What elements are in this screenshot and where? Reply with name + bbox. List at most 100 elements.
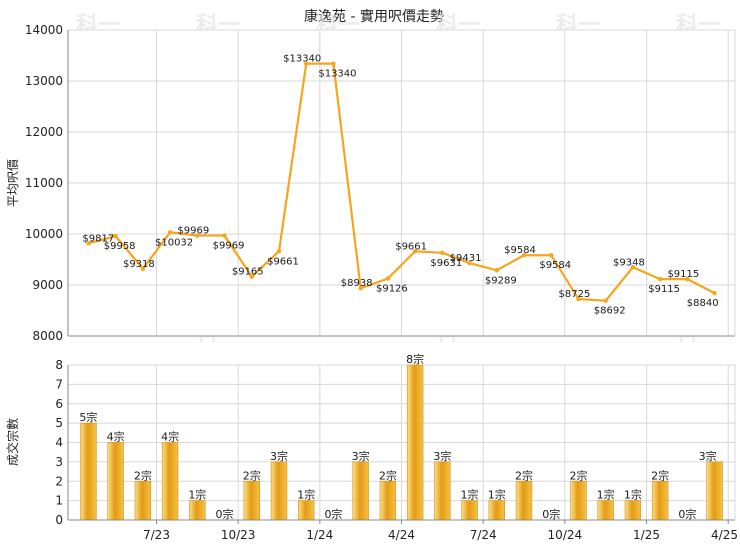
price-data-label: $9318: [123, 259, 155, 270]
volume-data-label: 3宗: [270, 449, 288, 463]
x-axis-tick-label: 7/23: [143, 528, 170, 542]
price-point: [521, 253, 527, 258]
price-data-label: $9289: [485, 275, 517, 286]
price-data-label: $8840: [687, 298, 719, 309]
price-data-label: $9584: [539, 260, 571, 271]
volume-bar: [298, 500, 315, 521]
volume-data-label: 0宗: [542, 507, 560, 521]
volume-bar: [434, 461, 451, 521]
price-y-tick-label: 9000: [32, 278, 63, 292]
price-data-label: $9115: [667, 269, 699, 280]
volume-bar: [515, 480, 533, 521]
price-point: [276, 249, 282, 254]
volume-data-label: 0宗: [216, 507, 234, 521]
x-axis-tick-label: 1/24: [306, 528, 333, 542]
price-point: [576, 296, 581, 302]
price-data-label: $9969: [213, 241, 245, 252]
volume-data-label: 3宗: [352, 449, 370, 463]
price-data-label: $9631: [430, 258, 462, 269]
price-data-label: $9661: [267, 256, 299, 267]
volume-y-tick-label: 3: [55, 455, 63, 469]
price-axes: [67, 30, 736, 337]
volume-y-tick-label: 2: [55, 474, 63, 488]
volume-y-ticks: 0 1 2 3 4 5 6 7 8: [55, 358, 63, 527]
volume-y-tick-label: 5: [55, 416, 63, 430]
price-data-label: $13340: [283, 54, 321, 65]
volume-y-tick-label: 0: [55, 513, 63, 527]
volume-y-axis-label: 成交宗數: [5, 418, 20, 466]
volume-data-label: 1宗: [597, 488, 615, 502]
price-y-tick-label: 8000: [32, 329, 63, 343]
volume-bar: [624, 500, 642, 521]
volume-y-tick-label: 6: [55, 397, 63, 411]
price-series: [86, 61, 717, 303]
price-data-label: $8938: [341, 278, 373, 289]
volume-bar: [570, 480, 587, 521]
volume-y-tick-label: 8: [55, 358, 63, 372]
volume-bar: [352, 461, 369, 521]
volume-data-label: 5宗: [79, 410, 97, 424]
price-point: [140, 266, 146, 271]
volume-data-label: 2宗: [651, 468, 669, 482]
volume-data-label: 1宗: [488, 488, 506, 502]
price-point: [657, 276, 663, 282]
price-point: [603, 298, 608, 303]
price-y-tick-label: 10000: [25, 227, 63, 241]
volume-data-labels: 5宗 4宗 2宗 4宗 1宗 0宗 2宗 3宗 1宗 0宗 3宗 2宗 8宗 3宗 1宗 1宗 2宗 0宗 2宗 1宗…: [79, 352, 716, 521]
volume-bar: [488, 500, 505, 521]
volume-bar: [161, 442, 179, 521]
price-data-label: $9165: [232, 267, 264, 278]
volume-bar: [597, 500, 614, 521]
price-point: [712, 290, 717, 296]
price-y-tick-label: 12000: [25, 125, 63, 139]
price-point: [358, 285, 363, 291]
chart-title: 康逸苑 - 實用呎價走勢: [304, 8, 444, 25]
price-point: [494, 268, 499, 273]
volume-data-label: 2宗: [569, 468, 587, 482]
price-y-tick-label: 11000: [25, 176, 63, 190]
price-data-label: $9348: [613, 257, 645, 268]
price-point: [86, 241, 91, 246]
price-data-label: $10032: [155, 237, 193, 248]
volume-data-label: 1宗: [297, 488, 315, 502]
volume-bar: [270, 461, 288, 521]
price-point: [467, 260, 472, 266]
price-data-label: $8692: [594, 306, 626, 317]
volume-data-label: 4宗: [161, 430, 179, 444]
volume-data-label: 4宗: [107, 430, 125, 444]
volume-bar: [406, 364, 424, 521]
volume-data-label: 0宗: [324, 507, 342, 521]
price-y-tick-label: 14000: [25, 23, 63, 37]
price-data-label: $8725: [559, 289, 591, 300]
volume-data-label: 2宗: [515, 468, 533, 482]
volume-bar: [134, 480, 152, 521]
volume-bar: [461, 500, 478, 521]
price-point: [630, 265, 636, 270]
volume-data-label: 3宗: [699, 449, 717, 463]
price-data-label: $9584: [504, 245, 536, 256]
volume-bar: [243, 480, 260, 521]
x-axis-tick-label: 7/24: [470, 528, 497, 542]
price-y-tick-label: 13000: [25, 74, 63, 88]
price-data-label: $9958: [104, 241, 136, 252]
volume-data-label: 2宗: [134, 468, 152, 482]
volume-data-label: 1宗: [188, 488, 206, 502]
x-axis-ticks: 7/23 10/23 1/24 4/24 7/24 10/24 1/25 4/25: [143, 520, 738, 542]
x-axis-tick-label: 4/24: [388, 528, 415, 542]
price-point: [440, 250, 445, 256]
x-axis-tick-label: 10/23: [221, 528, 256, 542]
price-data-label: $9817: [82, 233, 114, 244]
price-data-label: $9126: [376, 284, 408, 295]
price-line: [88, 62, 716, 302]
price-data-label: $9661: [395, 241, 427, 252]
volume-data-label: 2宗: [379, 468, 397, 482]
volume-bar: [189, 500, 206, 521]
volume-data-label: 1宗: [624, 488, 642, 502]
price-data-label: $9115: [648, 284, 680, 295]
volume-y-tick-label: 1: [55, 494, 63, 508]
price-point: [113, 233, 118, 239]
x-axis-tick-label: 1/25: [633, 528, 660, 542]
price-point: [249, 274, 254, 279]
volume-bar: [80, 422, 97, 521]
